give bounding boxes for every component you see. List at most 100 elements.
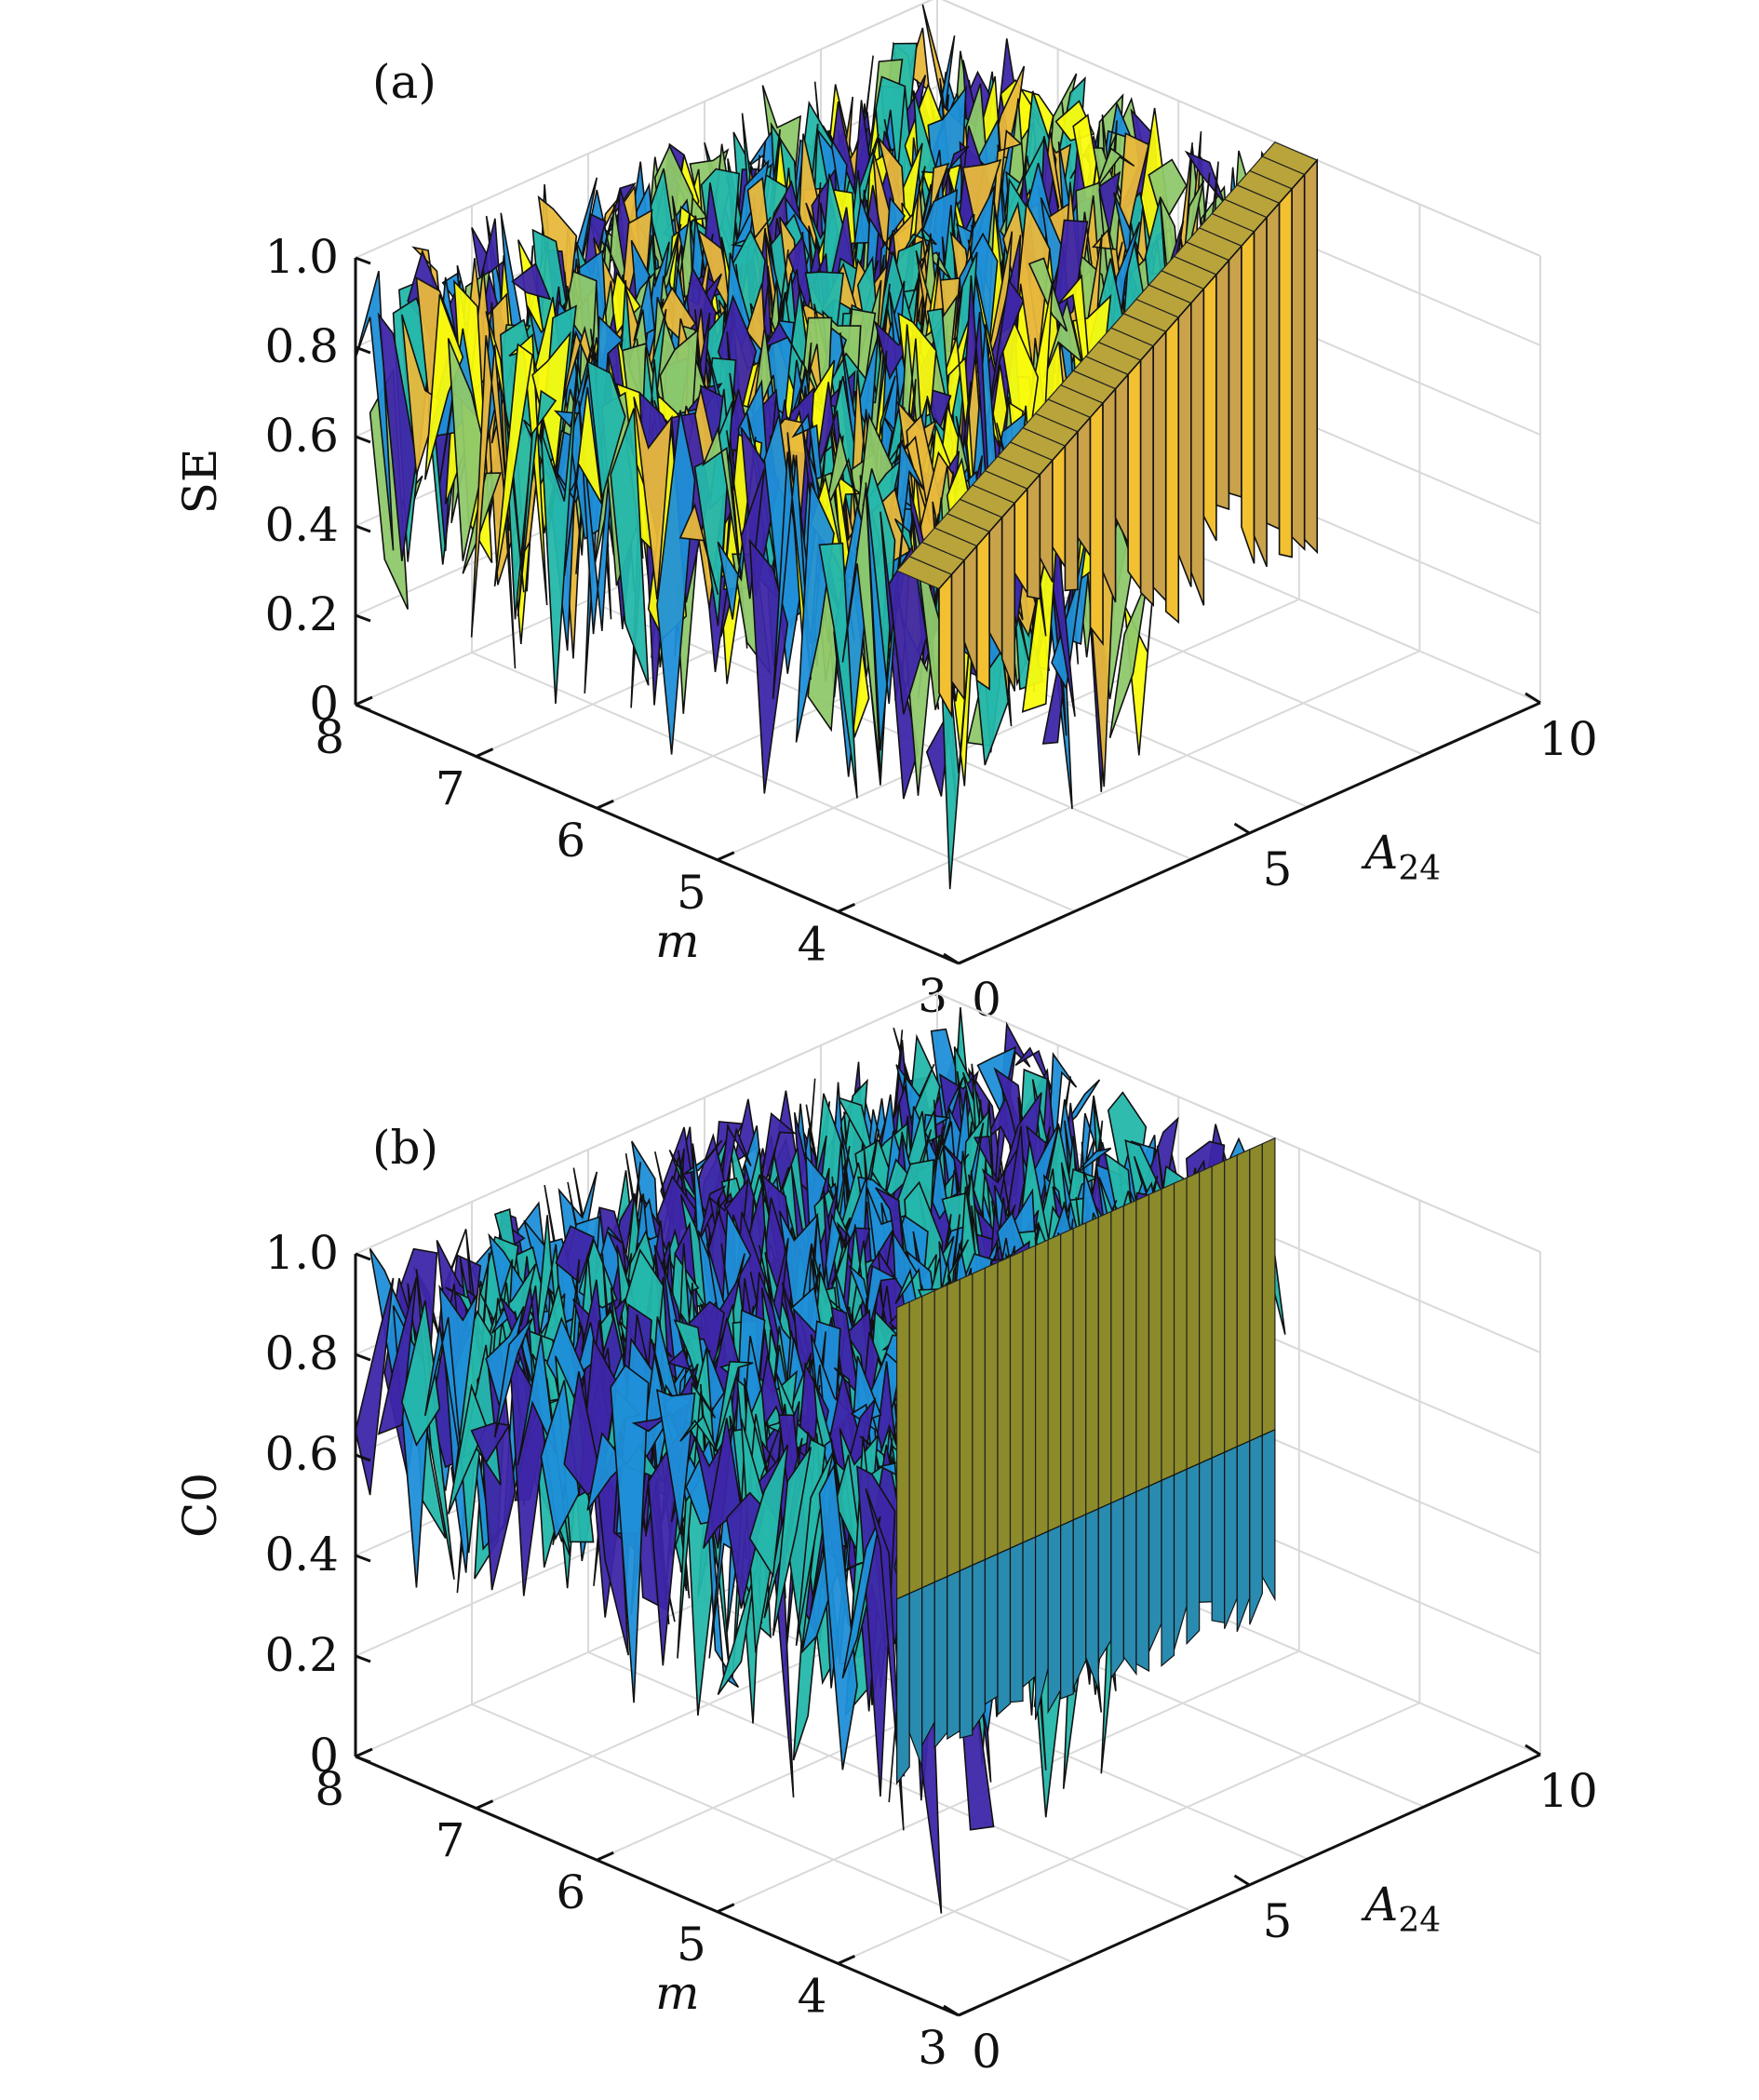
plateau-patch — [984, 1261, 999, 1561]
surface-patch — [678, 502, 719, 596]
plateau-patch — [1186, 1171, 1201, 1471]
x-tick-label: 10 — [1538, 712, 1598, 766]
z-tick-label: 0.6 — [264, 409, 339, 463]
y-tick-label: 7 — [436, 762, 465, 816]
y-tick — [958, 954, 976, 965]
surface-patch — [717, 1568, 757, 1695]
surface-patch — [825, 433, 865, 531]
surface-patch — [377, 312, 418, 561]
surface-patch — [540, 349, 580, 704]
x-axis-title: A24 — [1361, 826, 1441, 888]
plateau-patch — [933, 1575, 948, 1750]
surface-patch — [812, 382, 853, 569]
plateau-patch — [947, 1569, 960, 1741]
surface-patch — [985, 278, 1025, 432]
plateau-patch — [1164, 315, 1180, 625]
y-tick — [475, 747, 494, 758]
x-tick — [943, 952, 960, 965]
plateau-patch — [1072, 1221, 1087, 1521]
y-tick — [355, 1747, 373, 1758]
y-tick-label: 3 — [918, 2021, 947, 2075]
z-tick — [355, 703, 371, 712]
z-tick — [355, 435, 371, 444]
surface-patch — [610, 408, 650, 686]
plateau-patch — [933, 1284, 948, 1583]
y-gridline — [717, 1148, 1300, 1913]
surface-patch — [714, 1360, 754, 1452]
plateau-patch — [1060, 1227, 1074, 1527]
surface-plateau — [896, 1137, 1276, 1785]
surface-patch — [1072, 1147, 1112, 1177]
surface-patch — [725, 430, 766, 599]
y-tick-label: 8 — [315, 710, 344, 764]
y-tick-label: 4 — [798, 917, 827, 971]
plateau-patch — [1249, 1434, 1263, 1625]
plateau-patch — [1253, 215, 1268, 568]
plateau-patch — [972, 1558, 987, 1733]
plateau-patch — [1060, 1519, 1074, 1700]
plateau-patch — [1022, 1536, 1037, 1689]
z-tick — [355, 524, 371, 533]
plateau-patch — [1102, 386, 1117, 603]
plateau-patch — [1135, 1485, 1150, 1673]
y-tick — [958, 2006, 976, 2017]
plateau-patch — [1110, 1496, 1124, 1680]
y-tick — [596, 1851, 614, 1862]
plateau-patch — [1047, 1232, 1062, 1533]
plateau-patch — [1089, 400, 1104, 647]
plateau-patch — [1047, 1525, 1062, 1715]
plateau-patch — [896, 1300, 910, 1600]
x-tick — [943, 2004, 960, 2017]
plateau-patch — [1122, 1199, 1137, 1499]
plateau-patch — [1177, 301, 1192, 587]
surface-patch — [517, 1335, 557, 1466]
box-edge — [355, 991, 1541, 1255]
z-tick-label: 0.2 — [264, 587, 339, 641]
plateau-patch — [984, 1553, 999, 1705]
plateau-patch — [1291, 172, 1306, 552]
surface-patch — [586, 360, 626, 499]
z-tick-label: 0.4 — [264, 498, 339, 552]
z-tick-label: 1.0 — [264, 1226, 339, 1280]
surface-patch — [679, 1415, 719, 1454]
plateau-patch — [1241, 229, 1255, 564]
plateau-patch — [1009, 1541, 1024, 1703]
z-tick-label: 0 — [309, 677, 339, 731]
surface-patch — [841, 487, 881, 774]
surface-plateau — [895, 141, 1319, 719]
z-tick — [355, 1252, 371, 1261]
plateau-patch — [1026, 472, 1041, 600]
y-tick-label: 7 — [436, 1814, 465, 1868]
plateau-patch — [938, 572, 953, 719]
plateau-patch — [1052, 443, 1067, 570]
z-tick — [355, 1353, 371, 1362]
z-tick — [355, 1654, 371, 1663]
panel-label: (a) — [372, 55, 436, 109]
plateau-patch — [921, 1581, 935, 1746]
plateau-patch — [1236, 1440, 1251, 1633]
surface-patch — [470, 335, 510, 638]
y-axis-line — [355, 1755, 960, 2017]
plateau-patch — [959, 1272, 973, 1572]
panel-label: (b) — [372, 1121, 438, 1175]
plateau-patch — [1039, 458, 1054, 583]
plateau-patch — [1152, 330, 1167, 603]
z-tick-label: 0 — [309, 1729, 339, 1783]
plateau-patch — [1114, 372, 1129, 544]
x-tick — [1524, 692, 1541, 705]
plateau-patch — [1148, 1479, 1162, 1652]
y-tick-label: 8 — [315, 1762, 344, 1816]
y-tick — [837, 903, 856, 913]
plateau-patch — [950, 558, 965, 702]
y-tick — [717, 851, 735, 862]
x-tick — [1233, 822, 1251, 835]
y-axis-line — [355, 703, 960, 965]
plateau-patch — [1190, 287, 1205, 606]
plateau-patch — [1261, 1137, 1276, 1436]
plateau-patch — [1135, 1193, 1150, 1493]
plateau-patch — [1072, 1513, 1087, 1689]
plateau-patch — [1224, 1153, 1238, 1454]
